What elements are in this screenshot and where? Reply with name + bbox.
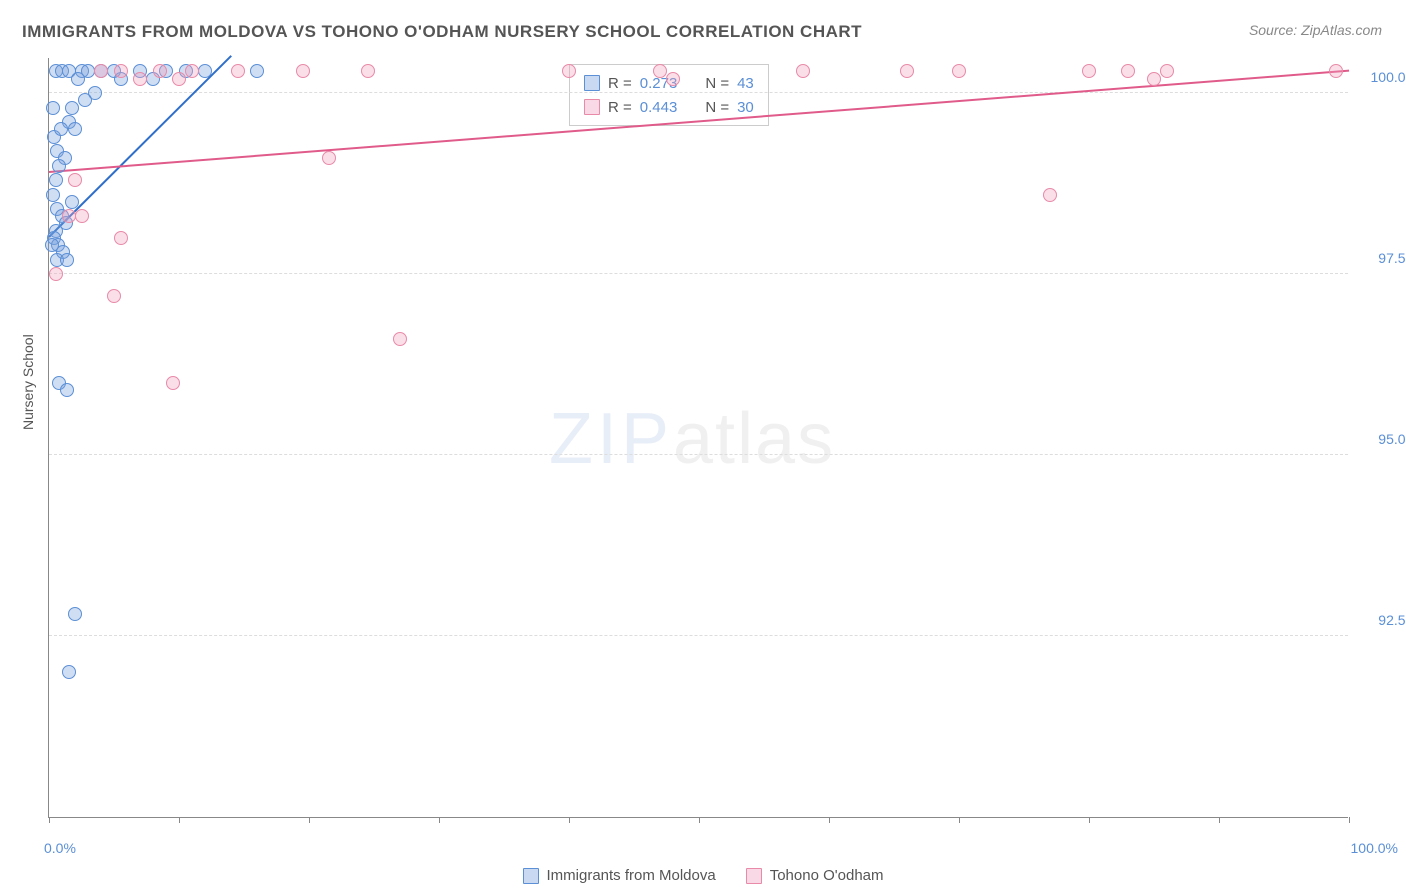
x-tick bbox=[959, 817, 960, 823]
legend-n-label: N = bbox=[705, 99, 729, 116]
scatter-point bbox=[78, 93, 92, 107]
legend-swatch bbox=[523, 868, 539, 884]
scatter-point bbox=[952, 64, 966, 78]
scatter-point bbox=[46, 188, 60, 202]
scatter-point bbox=[1082, 64, 1096, 78]
legend-series-label: Immigrants from Moldova bbox=[547, 867, 716, 884]
scatter-point bbox=[45, 238, 59, 252]
legend-series-label: Tohono O'odham bbox=[770, 867, 884, 884]
scatter-point bbox=[60, 383, 74, 397]
scatter-point bbox=[796, 64, 810, 78]
legend-row: R = 0.443 N = 30 bbox=[584, 95, 754, 119]
x-tick bbox=[829, 817, 830, 823]
scatter-point bbox=[153, 64, 167, 78]
scatter-point bbox=[231, 64, 245, 78]
scatter-point bbox=[185, 64, 199, 78]
legend-n-label: N = bbox=[705, 75, 729, 92]
y-tick-label: 92.5% bbox=[1378, 612, 1406, 628]
gridline bbox=[49, 92, 1348, 93]
scatter-point bbox=[166, 376, 180, 390]
y-axis-title: Nursery School bbox=[20, 334, 36, 430]
x-tick bbox=[1089, 817, 1090, 823]
scatter-point bbox=[1329, 64, 1343, 78]
scatter-point bbox=[653, 64, 667, 78]
y-tick-label: 97.5% bbox=[1378, 250, 1406, 266]
scatter-point bbox=[133, 72, 147, 86]
scatter-point bbox=[114, 64, 128, 78]
scatter-point bbox=[68, 173, 82, 187]
scatter-point bbox=[296, 64, 310, 78]
x-tick bbox=[439, 817, 440, 823]
scatter-point bbox=[1147, 72, 1161, 86]
x-tick bbox=[179, 817, 180, 823]
gridline bbox=[49, 454, 1348, 455]
scatter-point bbox=[65, 195, 79, 209]
scatter-point bbox=[900, 64, 914, 78]
scatter-point bbox=[666, 72, 680, 86]
scatter-point bbox=[1121, 64, 1135, 78]
source-label: Source: bbox=[1249, 22, 1301, 38]
x-tick bbox=[49, 817, 50, 823]
scatter-point bbox=[75, 209, 89, 223]
y-tick-label: 95.0% bbox=[1378, 431, 1406, 447]
x-tick bbox=[699, 817, 700, 823]
scatter-point bbox=[68, 607, 82, 621]
x-tick bbox=[1349, 817, 1350, 823]
scatter-point bbox=[71, 72, 85, 86]
x-axis-max-label: 100.0% bbox=[1351, 840, 1398, 856]
scatter-point bbox=[60, 253, 74, 267]
watermark: ZIPatlas bbox=[549, 398, 835, 480]
legend-bottom-item: Tohono O'odham bbox=[746, 867, 884, 884]
scatter-point bbox=[52, 159, 66, 173]
scatter-point bbox=[562, 64, 576, 78]
scatter-point bbox=[107, 289, 121, 303]
scatter-point bbox=[49, 267, 63, 281]
scatter-point bbox=[94, 64, 108, 78]
scatter-point bbox=[62, 665, 76, 679]
watermark-atlas: atlas bbox=[673, 399, 835, 479]
plot-area: ZIPatlas R =0.273N =43R =0.443N =30 92.5… bbox=[48, 58, 1348, 818]
scatter-point bbox=[361, 64, 375, 78]
x-tick bbox=[1219, 817, 1220, 823]
y-tick-label: 100.0% bbox=[1371, 69, 1406, 85]
scatter-point bbox=[198, 64, 212, 78]
x-tick bbox=[309, 817, 310, 823]
x-axis-min-label: 0.0% bbox=[44, 840, 76, 856]
scatter-point bbox=[54, 122, 68, 136]
chart-title: IMMIGRANTS FROM MOLDOVA VS TOHONO O'ODHA… bbox=[22, 22, 862, 42]
scatter-point bbox=[1043, 188, 1057, 202]
legend-n-value: 43 bbox=[737, 75, 754, 92]
legend-r-label: R = bbox=[608, 75, 632, 92]
legend-swatch bbox=[584, 75, 600, 91]
legend-bottom-item: Immigrants from Moldova bbox=[523, 867, 716, 884]
scatter-point bbox=[49, 173, 63, 187]
scatter-point bbox=[62, 209, 76, 223]
scatter-point bbox=[1160, 64, 1174, 78]
scatter-point bbox=[68, 122, 82, 136]
legend-r-label: R = bbox=[608, 99, 632, 116]
source-name: ZipAtlas.com bbox=[1301, 22, 1382, 38]
scatter-point bbox=[322, 151, 336, 165]
legend-n-value: 30 bbox=[737, 99, 754, 116]
source-attribution: Source: ZipAtlas.com bbox=[1249, 22, 1382, 38]
gridline bbox=[49, 273, 1348, 274]
legend-swatch bbox=[746, 868, 762, 884]
gridline bbox=[49, 635, 1348, 636]
watermark-zip: ZIP bbox=[549, 399, 673, 479]
scatter-point bbox=[172, 72, 186, 86]
legend-swatch bbox=[584, 99, 600, 115]
scatter-point bbox=[46, 101, 60, 115]
scatter-point bbox=[65, 101, 79, 115]
legend-r-value: 0.443 bbox=[640, 99, 678, 116]
scatter-point bbox=[250, 64, 264, 78]
scatter-point bbox=[114, 231, 128, 245]
x-tick bbox=[569, 817, 570, 823]
scatter-point bbox=[393, 332, 407, 346]
legend-bottom: Immigrants from Moldova Tohono O'odham bbox=[0, 867, 1406, 884]
